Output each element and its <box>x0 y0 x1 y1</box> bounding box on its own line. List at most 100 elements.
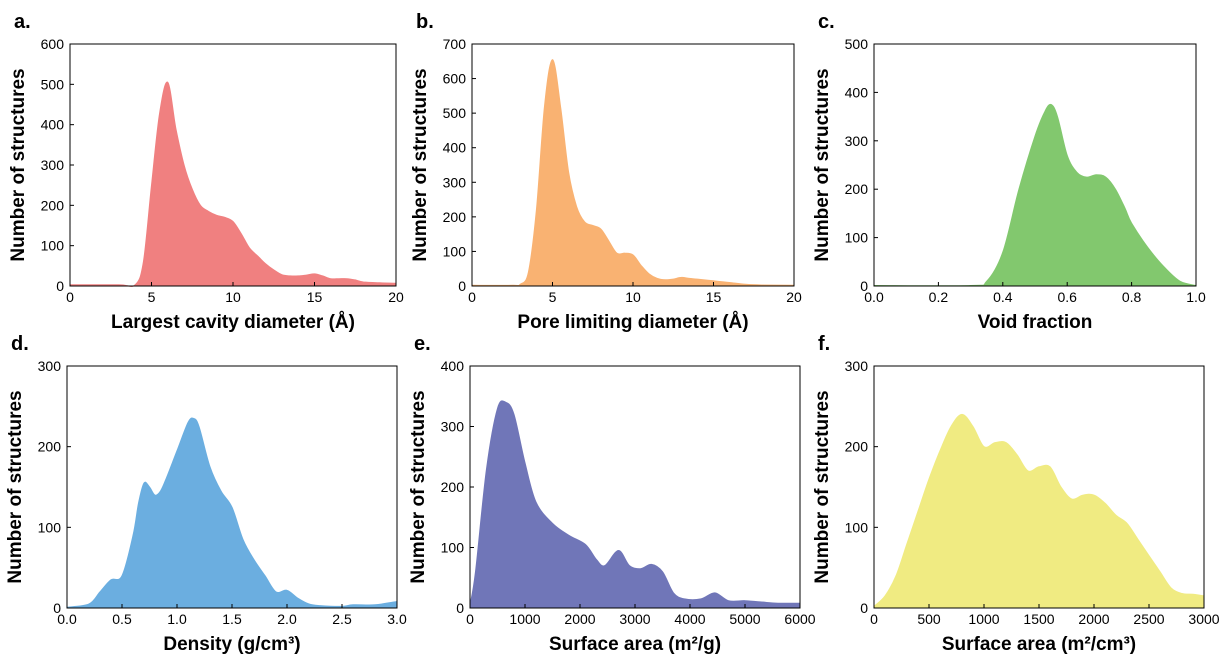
panel-label: f. <box>818 333 830 355</box>
y-tick-label: 300 <box>38 358 62 374</box>
x-axis-title: Density (g/cm³) <box>163 634 300 655</box>
x-tick-label: 0 <box>66 289 74 305</box>
y-axis-title: Number of structures <box>812 68 833 261</box>
x-tick-label: 0 <box>870 611 878 627</box>
y-tick-label: 0 <box>53 600 61 616</box>
y-tick-label: 400 <box>443 140 467 156</box>
chart-panel-c: 0.0 0.2 0.4 0.6 0.8 1.0 0 100 200 300 400 500 Void f… <box>812 11 1206 333</box>
y-axis-title: Number of structures <box>812 390 833 583</box>
x-tick-label: 1000 <box>509 611 540 627</box>
x-tick-label: 0.4 <box>993 289 1013 305</box>
y-tick-label: 200 <box>441 479 465 495</box>
y-tick-label: 0 <box>56 278 64 294</box>
density-area <box>69 81 397 287</box>
y-tick-label: 100 <box>38 519 62 535</box>
chart-panel-d: 0.0 0.5 1.0 1.5 2.0 2.5 3.0 0 100 200 300 Density (… <box>5 333 407 655</box>
y-tick-label: 600 <box>41 36 65 52</box>
x-tick-label: 5000 <box>729 611 760 627</box>
y-tick-label: 300 <box>441 419 465 435</box>
x-tick-label: 0.6 <box>1057 289 1077 305</box>
y-tick-label: 100 <box>845 519 869 535</box>
panel-label: a. <box>14 11 31 33</box>
y-tick-label: 300 <box>443 174 467 190</box>
y-tick-label: 100 <box>441 540 465 556</box>
x-tick-label: 3000 <box>619 611 650 627</box>
panel-label: d. <box>11 333 29 355</box>
y-tick-label: 200 <box>41 197 65 213</box>
density-area <box>469 400 801 609</box>
x-tick-label: 5 <box>549 289 557 305</box>
y-tick-label: 100 <box>41 238 65 254</box>
y-tick-label: 0 <box>860 600 868 616</box>
y-axis-title: Number of structures <box>410 68 431 261</box>
y-tick-label: 400 <box>41 117 65 133</box>
y-axis-title: Number of structures <box>408 390 429 583</box>
chart-panel-f: 0 500 1000 1500 2000 2500 3000 0 100 200 300 Surfac… <box>812 333 1220 655</box>
plot-frame <box>873 43 1197 287</box>
y-tick-label: 700 <box>443 36 467 52</box>
y-tick-label: 0 <box>458 278 466 294</box>
x-tick-label: 6000 <box>784 611 815 627</box>
plot-frame <box>471 43 795 287</box>
y-tick-label: 300 <box>845 133 869 149</box>
x-axis-title: Pore limiting diameter (Å) <box>517 312 748 333</box>
y-tick-label: 500 <box>41 76 65 92</box>
y-tick-label: 100 <box>443 243 467 259</box>
x-tick-label: 10 <box>225 289 241 305</box>
x-tick-label: 2500 <box>1133 611 1164 627</box>
density-area <box>873 413 1205 609</box>
y-tick-label: 100 <box>845 230 869 246</box>
x-tick-label: 2.0 <box>277 611 297 627</box>
x-tick-label: 3.0 <box>387 611 407 627</box>
x-tick-label: 15 <box>706 289 722 305</box>
x-tick-label: 3000 <box>1188 611 1219 627</box>
panel-label: e. <box>414 333 431 355</box>
x-tick-label: 0.2 <box>929 289 949 305</box>
y-tick-label: 400 <box>845 84 869 100</box>
x-tick-label: 2000 <box>1078 611 1109 627</box>
x-tick-label: 20 <box>786 289 802 305</box>
y-tick-label: 0 <box>860 278 868 294</box>
x-tick-label: 20 <box>388 289 404 305</box>
y-tick-label: 200 <box>38 439 62 455</box>
x-tick-label: 1.0 <box>167 611 187 627</box>
x-axis-title: Surface area (m²/cm³) <box>942 634 1136 655</box>
y-axis-title: Number of structures <box>8 68 29 261</box>
x-axis-title: Void fraction <box>978 312 1093 333</box>
panel-label: b. <box>416 11 434 33</box>
y-tick-label: 300 <box>41 157 65 173</box>
x-axis-title: Largest cavity diameter (Å) <box>111 312 355 333</box>
density-area <box>873 103 1197 287</box>
y-tick-label: 500 <box>443 105 467 121</box>
density-area <box>66 417 398 609</box>
y-tick-label: 300 <box>845 358 869 374</box>
y-tick-label: 500 <box>845 36 869 52</box>
x-tick-label: 1.5 <box>222 611 242 627</box>
x-tick-label: 0.8 <box>1122 289 1142 305</box>
panel-label: c. <box>818 11 835 33</box>
x-tick-label: 500 <box>917 611 941 627</box>
x-axis-title: Surface area (m²/g) <box>549 634 721 655</box>
x-tick-label: 2.5 <box>332 611 352 627</box>
x-tick-label: 10 <box>625 289 641 305</box>
y-tick-label: 200 <box>443 209 467 225</box>
y-tick-label: 600 <box>443 71 467 87</box>
x-tick-label: 5 <box>148 289 156 305</box>
chart-panel-e: 0 1000 2000 3000 4000 5000 6000 0 100 200 300 400 Su… <box>408 333 816 655</box>
y-axis-title: Number of structures <box>5 390 26 583</box>
x-tick-label: 15 <box>307 289 323 305</box>
x-tick-label: 0.5 <box>112 611 132 627</box>
x-tick-label: 0.0 <box>864 289 884 305</box>
x-tick-label: 0 <box>468 289 476 305</box>
x-tick-label: 4000 <box>674 611 705 627</box>
y-tick-label: 200 <box>845 181 869 197</box>
y-tick-label: 0 <box>456 600 464 616</box>
x-tick-label: 1.0 <box>1186 289 1206 305</box>
x-tick-label: 2000 <box>564 611 595 627</box>
x-tick-label: 1500 <box>1023 611 1054 627</box>
density-area <box>471 59 795 287</box>
x-tick-label: 1000 <box>968 611 999 627</box>
